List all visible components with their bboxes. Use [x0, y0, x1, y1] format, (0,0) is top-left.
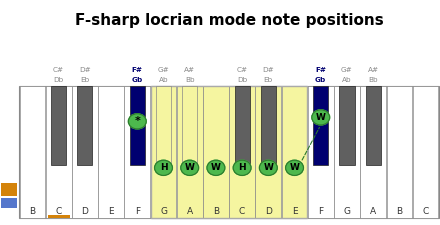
Text: A#: A#	[367, 67, 379, 73]
Text: C#: C#	[237, 67, 248, 73]
Text: C: C	[422, 207, 429, 216]
Circle shape	[233, 160, 251, 176]
Text: C: C	[55, 207, 62, 216]
Text: A: A	[187, 207, 193, 216]
Bar	[235, 86, 250, 165]
Bar	[256, 86, 281, 218]
Text: W: W	[290, 163, 300, 172]
Circle shape	[260, 160, 277, 176]
Bar	[261, 86, 276, 165]
Text: D: D	[265, 207, 272, 216]
Text: F#: F#	[315, 67, 326, 73]
Text: Eb: Eb	[80, 77, 89, 83]
Bar	[177, 86, 202, 218]
FancyBboxPatch shape	[19, 86, 439, 218]
Bar	[334, 86, 360, 218]
Text: Db: Db	[54, 77, 64, 83]
Text: *: *	[134, 116, 140, 126]
Text: W: W	[185, 163, 194, 172]
Text: Gb: Gb	[315, 77, 326, 83]
Text: W: W	[211, 163, 221, 172]
Bar	[182, 86, 197, 165]
Bar	[203, 86, 229, 218]
Text: Bb: Bb	[368, 77, 378, 83]
Circle shape	[154, 160, 172, 176]
Text: A#: A#	[184, 67, 195, 73]
Text: G#: G#	[341, 67, 353, 73]
Text: Ab: Ab	[159, 77, 169, 83]
Text: B: B	[29, 207, 36, 216]
Bar	[150, 86, 176, 218]
Bar	[308, 86, 334, 218]
Text: E: E	[108, 207, 114, 216]
Text: Bb: Bb	[185, 77, 194, 83]
Bar	[51, 86, 66, 165]
Text: F: F	[318, 207, 323, 216]
Bar	[386, 86, 412, 218]
Text: Db: Db	[237, 77, 247, 83]
Circle shape	[128, 114, 146, 129]
Text: C#: C#	[53, 67, 64, 73]
Bar	[77, 86, 92, 165]
Bar	[366, 86, 381, 165]
Circle shape	[286, 160, 304, 176]
Text: G: G	[160, 207, 167, 216]
Bar	[1, 183, 17, 196]
Bar	[98, 86, 124, 218]
Bar	[72, 86, 98, 218]
Bar	[125, 86, 150, 218]
Text: F-sharp locrian mode note positions: F-sharp locrian mode note positions	[75, 13, 383, 28]
Text: H: H	[160, 163, 167, 172]
Text: B: B	[396, 207, 403, 216]
Text: C: C	[239, 207, 245, 216]
Text: W: W	[316, 113, 326, 122]
Bar	[339, 86, 355, 165]
Bar	[48, 215, 70, 218]
Circle shape	[207, 160, 225, 176]
Circle shape	[181, 160, 198, 176]
Text: basicmusictheory.com: basicmusictheory.com	[7, 75, 11, 141]
Bar	[46, 86, 72, 218]
Bar	[150, 86, 308, 218]
Bar	[1, 198, 17, 208]
Text: F#: F#	[132, 67, 143, 73]
Bar	[229, 86, 255, 218]
Text: D#: D#	[262, 67, 274, 73]
Text: E: E	[292, 207, 297, 216]
Text: A: A	[370, 207, 376, 216]
Circle shape	[312, 110, 330, 125]
Text: F: F	[135, 207, 140, 216]
Text: G#: G#	[158, 67, 169, 73]
Text: B: B	[213, 207, 219, 216]
Text: D#: D#	[79, 67, 91, 73]
Text: Eb: Eb	[264, 77, 273, 83]
Bar	[282, 86, 308, 218]
Bar	[156, 86, 171, 165]
Text: G: G	[344, 207, 350, 216]
Text: Ab: Ab	[342, 77, 352, 83]
Text: W: W	[264, 163, 273, 172]
Bar	[20, 86, 45, 218]
Bar	[413, 86, 438, 218]
Text: D: D	[81, 207, 88, 216]
Bar	[130, 86, 145, 165]
Bar	[360, 86, 386, 218]
Text: Gb: Gb	[132, 77, 143, 83]
Bar	[313, 86, 328, 165]
Text: H: H	[238, 163, 246, 172]
